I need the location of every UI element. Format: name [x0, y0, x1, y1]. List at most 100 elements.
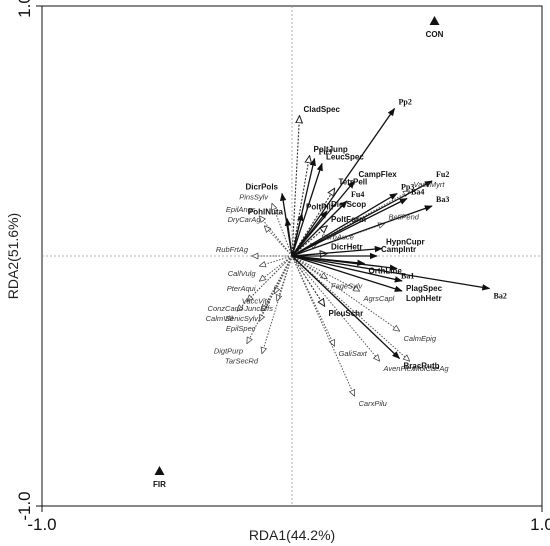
arrow-label-dicrpols: DicrPols: [246, 183, 279, 192]
x-tick-label: 1.0: [530, 515, 550, 534]
arrow-label-epilangs: EpilAngs: [226, 205, 256, 214]
arrow-label-callvulg: CallVulg: [228, 269, 257, 278]
arrow-label-leucspec: LeucSpec: [326, 153, 364, 162]
species-arrow-epilangs: [260, 216, 293, 257]
arrow-label-campflex: CampFlex: [359, 170, 398, 179]
arrow-label-hypncupr: HypnCupr: [386, 238, 425, 247]
arrow-label-cladspec: CladSpec: [304, 105, 341, 114]
arrow-label-calmvill: CalmVill: [206, 314, 234, 323]
arrow-label-pleuschr: PleuSchr: [329, 309, 364, 318]
species-arrow-junceffs: [277, 255, 293, 301]
arrow-label-carxpilu: CarxPilu: [359, 399, 388, 408]
arrow-label-pp3: Pp3: [401, 183, 414, 192]
arrow-label-bracrutb: BracRutb: [404, 362, 440, 371]
arrow-label-poltpilf: PoltPilf: [306, 203, 334, 212]
arrow-label-plagspec: PlagSpec: [406, 284, 443, 293]
solid-arrows: [279, 107, 491, 360]
env-arrow-pp3: [291, 192, 398, 257]
arrow-label-betlpend: BetlPend: [389, 213, 420, 222]
arrow-label-dicrscop: DicrScop: [331, 200, 366, 209]
arrow-label-conzcand: ConzCand: [208, 304, 244, 313]
env-arrow-lophhetr: [291, 255, 403, 292]
arrow-label-calmepig: CalmEpig: [404, 334, 437, 343]
env-arrow-ba2: [291, 255, 491, 291]
moss-arrow-pleuschr: [291, 255, 325, 306]
x-axis-title: RDA1(44.2%): [249, 527, 335, 543]
species-arrow-calmepig: [291, 255, 400, 331]
species-arrows: [237, 191, 410, 396]
arrow-label-tarsecrd: TarSecRd: [225, 357, 259, 366]
species-arrow-digtpurp: [247, 255, 293, 344]
species-arrow-drycarag: [265, 226, 293, 257]
species-arrow-callvulg: [260, 255, 293, 266]
arrow-label-vaccmyrt: VaccMyrt: [414, 180, 446, 189]
species-arrow-pinssylv: [272, 204, 293, 257]
env-arrow-ba3: [291, 205, 433, 257]
arrow-label-poltform: PoltForm: [331, 215, 366, 224]
y-axis-title: RDA2(51.6%): [5, 213, 21, 299]
arrow-label-ba2: Ba2: [494, 292, 507, 301]
moss-arrow-tetrpell: [291, 189, 335, 257]
arrow-label-poltjunp: PoltJunp: [314, 145, 348, 154]
species-arrow-tarsecrd: [262, 255, 293, 354]
arrow-label-ba4: Ba4: [411, 188, 424, 197]
env-arrow-orthline: [291, 255, 366, 266]
env-arrow-dicrscop: [291, 210, 328, 257]
arrow-label-tetrpell: TetrPell: [339, 178, 368, 187]
site-point-fir: [154, 466, 165, 475]
arrow-label-ba1: Ba1: [401, 272, 414, 281]
y-tick-label: 1.0: [15, 0, 34, 18]
arrow-label-galisaxt: GaliSaxt: [339, 349, 368, 358]
y-tick-label: -1.0: [15, 491, 34, 520]
arrow-label-molcaeag: MolCaeAg: [414, 364, 450, 373]
arrow-label-rubfrtag: RubFrtAg: [216, 245, 249, 254]
arrow-label-digtpurp: DigtPurp: [214, 347, 243, 356]
axis-ticks: -1.0 1.0 1.0 -1.0: [15, 0, 550, 534]
arrow-label-fu3: Fu3: [319, 148, 332, 157]
moss-arrow-cladspec: [291, 116, 300, 257]
env-arrow-pohlnuta: [284, 217, 293, 257]
site-label-con: CON: [426, 30, 444, 39]
site-label-fir: FIR: [153, 480, 166, 489]
env-arrow-plagspec: [291, 255, 403, 283]
arrow-label-agrscapl: AgrsCapl: [363, 294, 395, 303]
env-arrow-pp2: [291, 107, 396, 257]
arrow-label-lophhetr: LophHetr: [406, 294, 442, 303]
arrow-label-junceffs: JuncEffs: [243, 304, 273, 313]
x-tick-label: -1.0: [27, 515, 56, 534]
env-arrow-hypncupr: [291, 245, 383, 257]
arrow-label-fu2: Fu2: [436, 170, 449, 179]
arrow-label-pp2: Pp2: [399, 98, 412, 107]
arrow-label-ba3: Ba3: [436, 195, 449, 204]
arrow-label-drycarag: DryCarAg: [228, 215, 262, 224]
arrow-label-sorbauce: SorbAuce: [321, 233, 354, 242]
arrow-label-campintr: CampIntr: [381, 245, 416, 254]
site-point-con: [429, 16, 440, 25]
species-arrow-agrscapl: [291, 255, 360, 291]
arrow-label-avenflex: AvenFlex: [383, 364, 415, 373]
species-arrow-pteraqui: [260, 255, 293, 281]
arrow-label-fu4: Fu4: [351, 190, 364, 199]
arrow-label-vaccvits: VaccVits: [242, 297, 271, 306]
species-arrow-molcaeag: [291, 255, 410, 361]
env-arrow-fu4: [291, 200, 348, 257]
env-arrow-bracrutb: [291, 255, 401, 360]
arrow-label-epilspec: EpilSpec: [226, 324, 256, 333]
species-arrow-carxpilu: [291, 255, 355, 396]
arrow-label-pinssylv: PinsSylv: [239, 193, 269, 202]
arrow-label-senicsylv: SenicSylv: [225, 314, 259, 323]
arrow-label-pohlnuta: PohlNuta: [248, 208, 284, 217]
moss-arrow-poltjunp: [291, 156, 310, 257]
arrow-label-pteraqui: PterAqui: [227, 284, 256, 293]
arrow-label-dicrhetr: DicrHetr: [331, 243, 363, 252]
env-arrow-ba4: [291, 197, 408, 257]
arrow-label-orthline: OrthLine: [369, 267, 403, 276]
env-arrow-leucspec: [291, 162, 323, 257]
env-arrow-poltpilf: [291, 212, 304, 257]
env-arrow-fu2: [291, 180, 433, 257]
arrow-label-fagesylv: FageSylv: [331, 282, 364, 291]
species-arrow-calmvill: [237, 255, 293, 311]
site-points: CON FIR: [153, 16, 444, 489]
